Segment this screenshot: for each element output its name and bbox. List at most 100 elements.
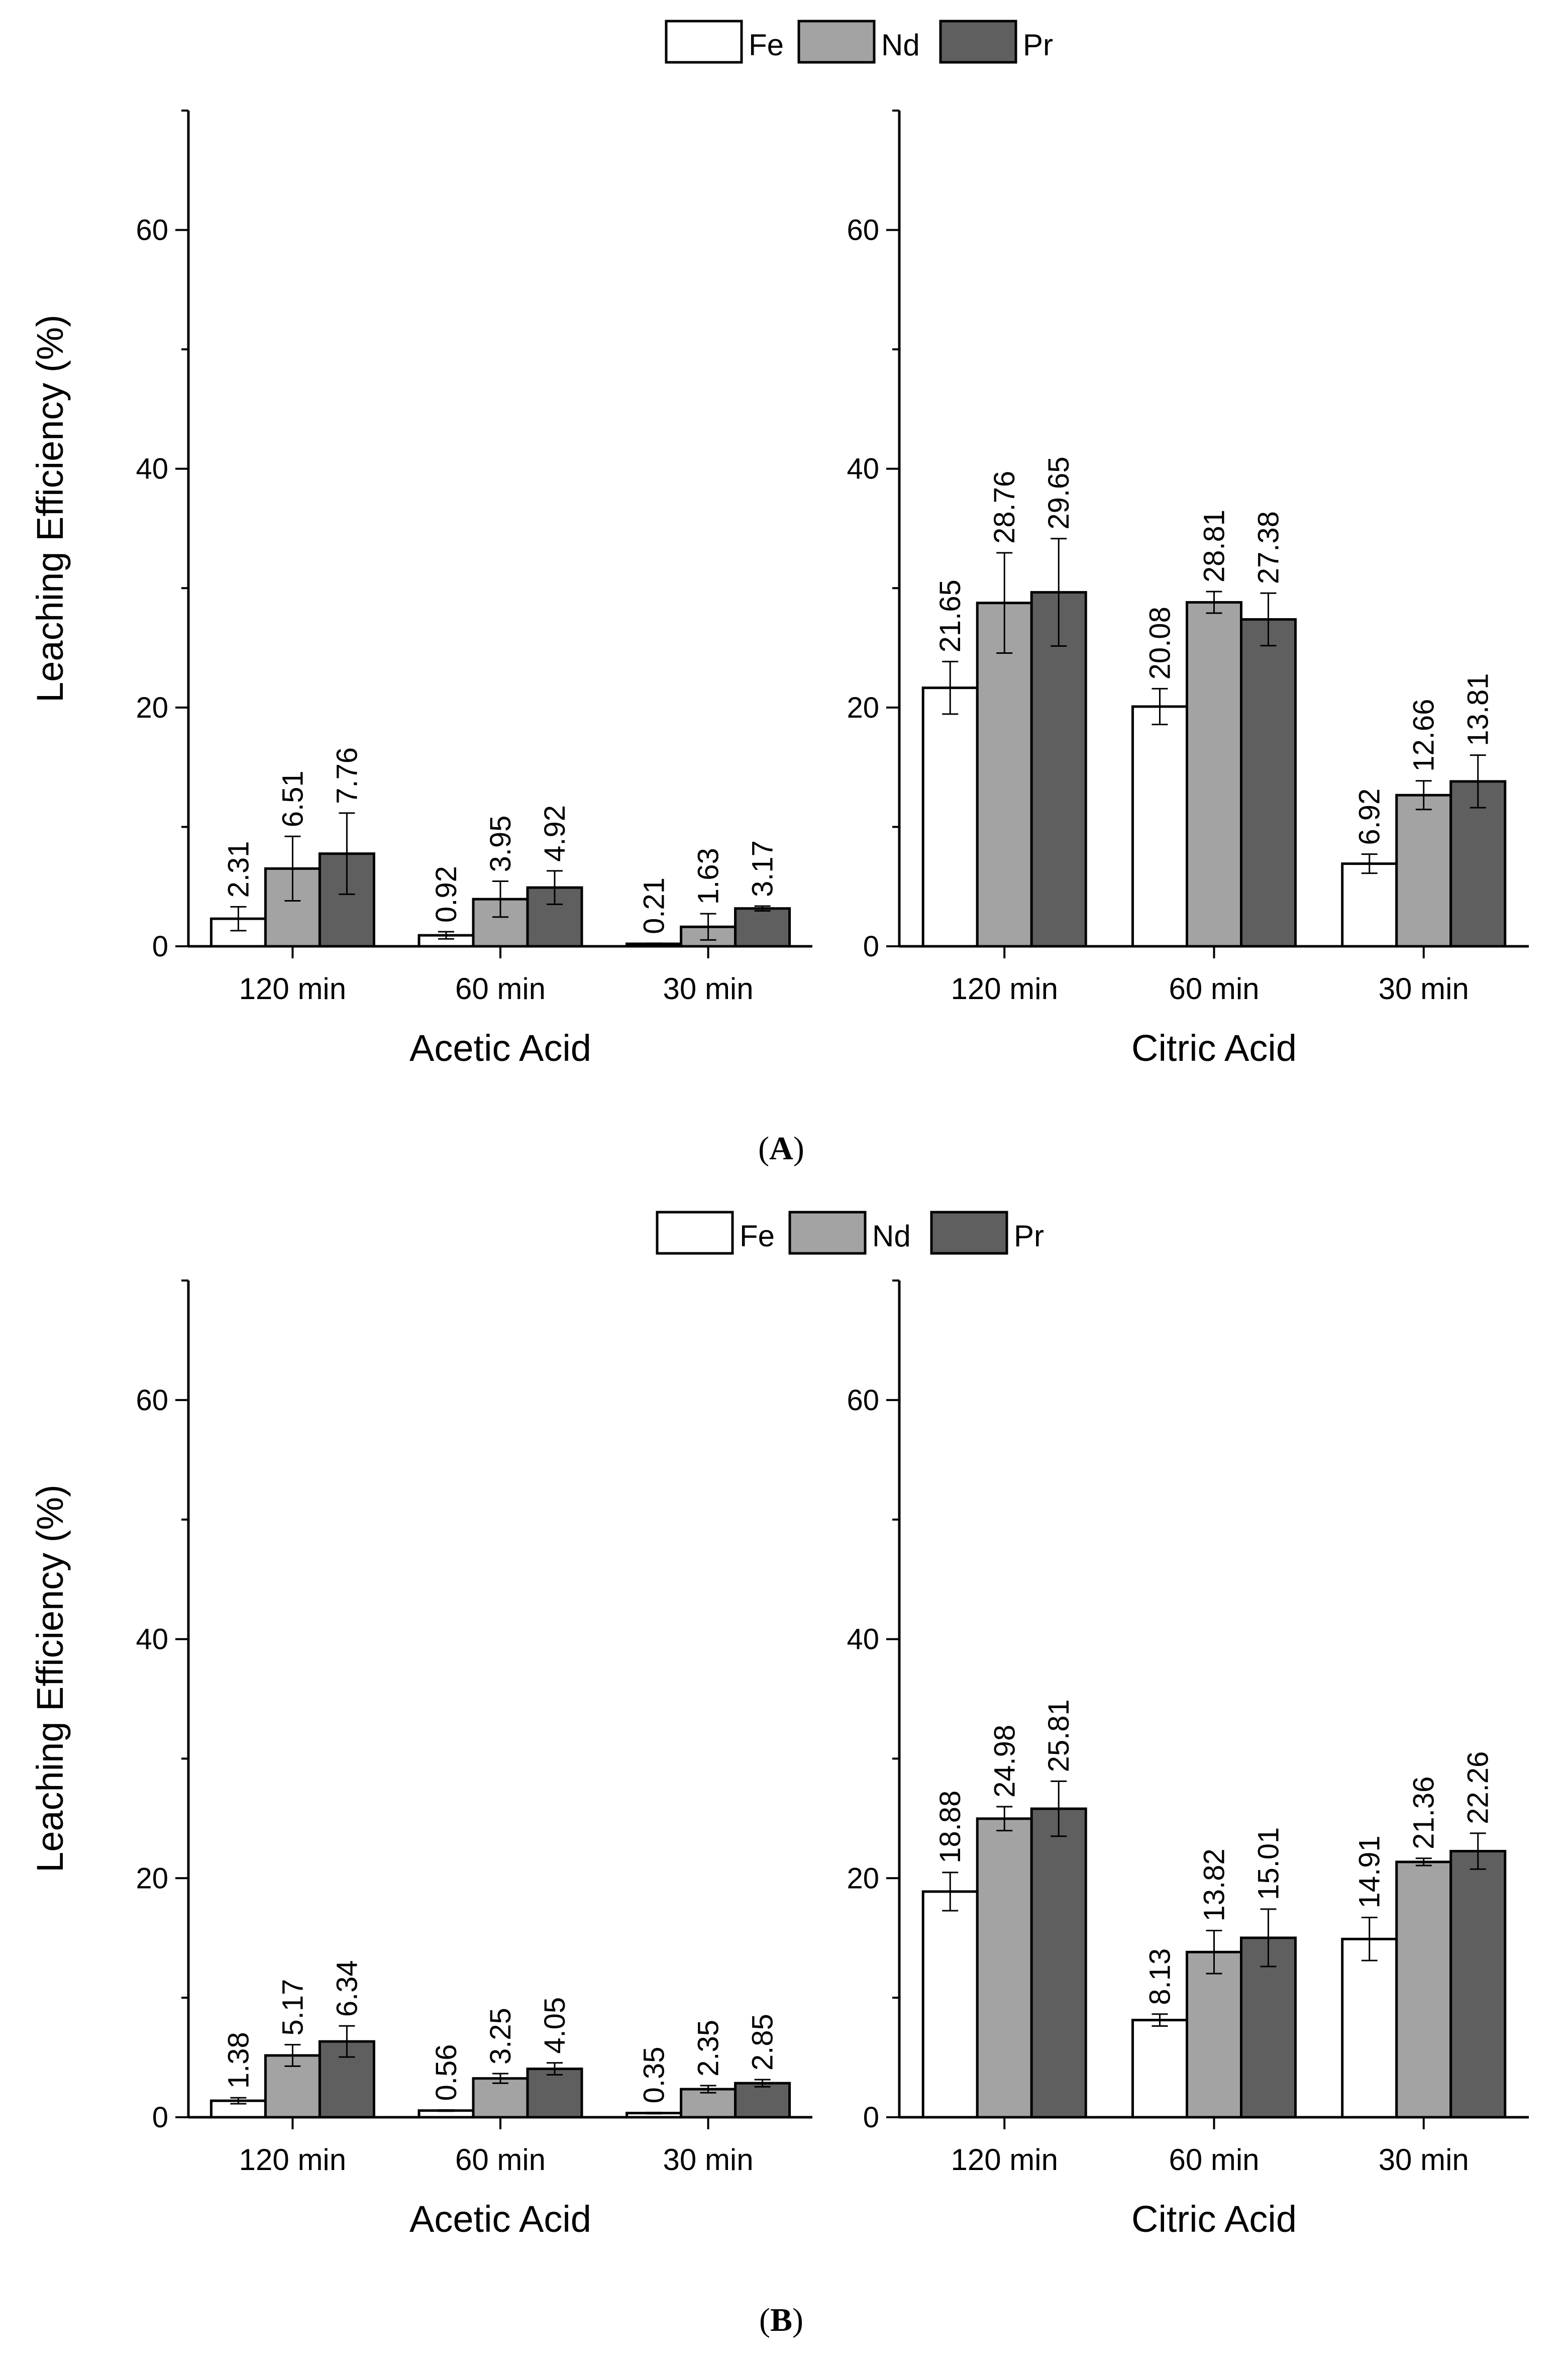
- legend-b-label-nd: Nd: [872, 1219, 911, 1253]
- chart-a-citric: 0 20 40 60 120 min 60 min 30 min Citric Acid 21.…: [847, 110, 1529, 1069]
- bar-pr: [734, 2082, 791, 2119]
- value-label: 6.92: [1353, 789, 1386, 845]
- x-tick-label: 60 min: [455, 972, 546, 1006]
- caption-b: (B): [759, 2302, 803, 2338]
- x-tick-label: 30 min: [663, 972, 754, 1006]
- legend-a: Fe Nd Pr: [665, 20, 1053, 64]
- legend-a-swatch-fe: [665, 20, 743, 64]
- x-axis-title: Acetic Acid: [409, 1027, 591, 1069]
- y-tick-label: 20: [136, 1862, 168, 1895]
- legend-b-label-pr: Pr: [1014, 1219, 1044, 1253]
- x-axis-title: Acetic Acid: [409, 2198, 591, 2240]
- value-label: 3.17: [747, 840, 779, 897]
- legend-b-swatch-pr: [930, 1211, 1008, 1255]
- y-tick-label: 0: [863, 2101, 879, 2134]
- chart-b-citric: 0 20 40 60 120 min 60 min 30 min Citric Acid 18.…: [847, 1279, 1529, 2240]
- value-label: 0.21: [638, 877, 671, 934]
- x-tick-label: 120 min: [239, 2143, 346, 2177]
- bar-fe: [1131, 705, 1188, 948]
- x-axis-title: Citric Acid: [1131, 2198, 1297, 2240]
- legend-b-swatch-nd: [788, 1211, 867, 1255]
- x-tick-label: 60 min: [1169, 2143, 1259, 2177]
- x-tick-label: 120 min: [951, 972, 1058, 1006]
- y-tick-label: 40: [847, 453, 879, 485]
- x-tick-label: 120 min: [951, 2143, 1058, 2177]
- bar-nd: [1186, 601, 1242, 948]
- value-label: 5.17: [276, 1979, 309, 2036]
- value-label: 27.38: [1252, 511, 1285, 584]
- bar-fe: [921, 686, 979, 948]
- y-tick-label: 60: [136, 1384, 168, 1417]
- y-axis-title-a: Leaching Efficiency (%): [29, 315, 71, 703]
- value-label: 4.05: [539, 1997, 571, 2054]
- bar-nd: [976, 1817, 1033, 2119]
- bar-pr: [1030, 1807, 1087, 2119]
- y-tick-label: 20: [136, 692, 168, 724]
- x-tick-label: 60 min: [455, 2143, 546, 2177]
- legend-a-swatch-nd: [797, 20, 876, 64]
- y-tick-label: 60: [847, 214, 879, 247]
- value-label: 28.81: [1198, 510, 1231, 582]
- x-tick-label: 30 min: [1379, 2143, 1469, 2177]
- bar-fe: [921, 1890, 979, 2119]
- legend-a-swatch-pr: [939, 20, 1017, 64]
- legend-a-label-fe: Fe: [749, 28, 784, 62]
- bar-pr: [1449, 780, 1507, 948]
- value-label: 22.26: [1462, 1751, 1495, 1824]
- bar-fe: [1341, 862, 1398, 948]
- bar-pr: [1449, 1850, 1507, 2119]
- value-label: 3.95: [484, 816, 517, 872]
- bar-nd: [976, 602, 1033, 948]
- chart-b-acetic: 0 20 40 60 120 min 60 min 30 min Acetic Acid 1.3…: [136, 1279, 812, 2240]
- y-tick-label: 40: [136, 1623, 168, 1656]
- value-label: 0.35: [638, 2047, 671, 2104]
- bar-pr: [1240, 1936, 1297, 2119]
- value-label: 6.34: [331, 1960, 363, 2017]
- y-tick-label: 20: [847, 1862, 879, 1895]
- caption-a: (A): [758, 1130, 804, 1167]
- x-tick-label: 120 min: [239, 972, 346, 1006]
- value-label: 25.81: [1042, 1699, 1075, 1772]
- value-label: 15.01: [1252, 1827, 1285, 1900]
- legend-a-label-pr: Pr: [1023, 28, 1053, 62]
- y-tick-label: 40: [136, 453, 168, 485]
- y-tick-label: 60: [847, 1384, 879, 1417]
- bar-nd: [1186, 1950, 1242, 2119]
- bar-pr: [526, 2067, 583, 2119]
- y-tick-label: 60: [136, 214, 168, 247]
- bar-nd: [1395, 1860, 1452, 2119]
- y-tick-label: 0: [152, 2101, 168, 2134]
- x-tick-label: 30 min: [663, 2143, 754, 2177]
- bar-nd: [1395, 794, 1452, 948]
- bar-pr: [526, 886, 583, 948]
- value-label: 0.92: [430, 866, 463, 923]
- value-label: 21.36: [1408, 1777, 1440, 1849]
- bar-pr: [1240, 618, 1297, 948]
- legend-b-swatch-fe: [656, 1211, 734, 1255]
- value-label: 7.76: [331, 747, 363, 804]
- value-label: 2.35: [692, 2020, 725, 2077]
- value-label: 3.25: [484, 2008, 517, 2064]
- value-label: 18.88: [934, 1791, 967, 1863]
- value-label: 1.38: [222, 2032, 255, 2089]
- value-label: 13.81: [1462, 673, 1495, 746]
- y-tick-label: 40: [847, 1623, 879, 1656]
- y-tick-label: 20: [847, 692, 879, 724]
- bar-fe: [1341, 1937, 1398, 2119]
- y-tick-label: 0: [152, 930, 168, 963]
- value-label: 28.76: [988, 471, 1021, 544]
- legend-a-label-nd: Nd: [881, 28, 920, 62]
- x-axis-title: Citric Acid: [1131, 1027, 1297, 1069]
- legend-b: Fe Nd Pr: [656, 1211, 1044, 1255]
- value-label: 24.98: [988, 1725, 1021, 1798]
- legend-b-label-fe: Fe: [740, 1219, 775, 1253]
- y-tick-label: 0: [863, 930, 879, 963]
- value-label: 12.66: [1408, 699, 1440, 772]
- value-label: 1.63: [692, 848, 725, 905]
- x-tick-label: 30 min: [1379, 972, 1469, 1006]
- bar-pr: [734, 907, 791, 948]
- value-label: 4.92: [539, 805, 571, 862]
- value-label: 8.13: [1144, 1948, 1177, 2005]
- y-axis-title-b: Leaching Efficiency (%): [29, 1485, 71, 1873]
- value-label: 29.65: [1042, 457, 1075, 530]
